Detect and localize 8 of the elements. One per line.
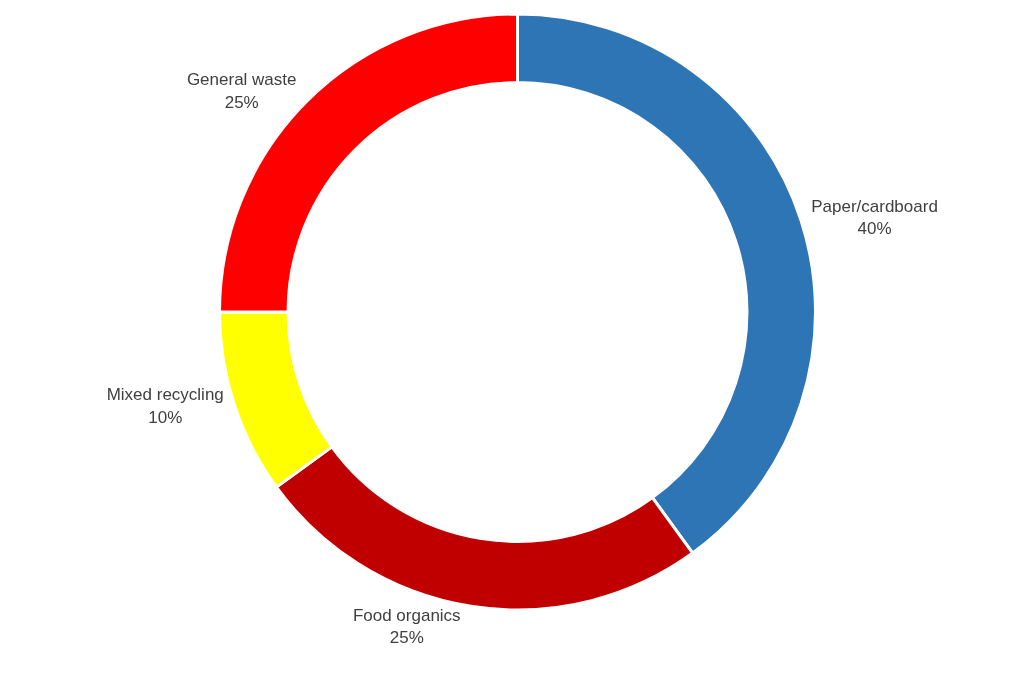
slice-label: Paper/cardboard [811,197,938,217]
slice-label: Mixed recycling [106,385,224,405]
data-label: 10% [148,407,183,427]
slice-label: Food organics [352,605,461,625]
slice-label: General waste [186,70,297,90]
data-label: 40% [857,219,892,239]
data-label: 25% [224,92,259,112]
data-label: 25% [389,627,424,647]
